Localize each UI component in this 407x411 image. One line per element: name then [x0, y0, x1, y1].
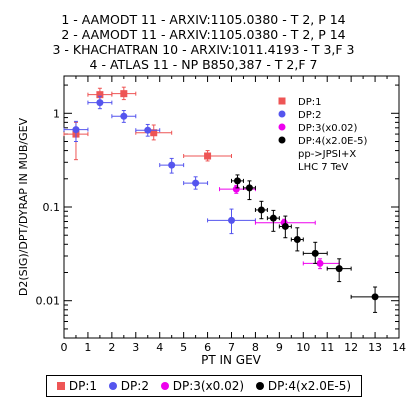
inner-legend-note: LHC 7 TeV [298, 162, 348, 173]
x-tick-label: 13 [368, 341, 382, 354]
data-point [281, 222, 289, 230]
legend-label: DP:2 [120, 379, 149, 393]
data-point [168, 161, 176, 169]
x-tick-label: 6 [204, 341, 211, 354]
data-point [311, 249, 319, 257]
x-tick-label: 4 [156, 341, 163, 354]
x-tick-label: 9 [276, 341, 283, 354]
header-line-1: 1 - AAMODT 11 - ARXIV:1105.0380 - T 2, P… [61, 12, 346, 27]
x-tick-label: 0 [61, 341, 68, 354]
legend-label: DP:1 [68, 379, 98, 393]
y-axis-label: D2(SIG)/DPT/DYRAP IN MUB/GEV [17, 117, 30, 296]
axis-ticks: 0 1 2 3 4 5 6 7 8 9 10 11 12 13 140.010.11 [36, 76, 406, 354]
data-point [72, 126, 80, 134]
plot-area [63, 75, 400, 339]
square-marker-icon [56, 382, 65, 390]
x-tick-label: 10 [296, 341, 310, 354]
circle-marker-icon [108, 382, 117, 390]
header-line-3: 3 - KHACHATRAN 10 - ARXIV:1011.4193 - T … [52, 42, 355, 57]
header-line-4: 4 - ATLAS 11 - NP B850,387 - T 2,F 7 [89, 57, 318, 72]
data-point [192, 179, 200, 187]
x-axis-label: PT IN GEV [201, 353, 262, 367]
data-point [245, 184, 253, 192]
series-dp2 [63, 95, 256, 235]
x-tick-label: 2 [108, 341, 115, 354]
inner-legend-label: DP:3(x0.02) [298, 123, 358, 134]
inner-legend-label: DP:1 [298, 97, 321, 108]
data-point [120, 112, 128, 120]
data-marks [63, 86, 400, 313]
data-point [233, 177, 241, 185]
inner-legend-label: DP:2 [298, 110, 321, 121]
inner-legend-marker [278, 97, 286, 105]
legend-item-dp1: DP:1 [56, 379, 98, 393]
legend-item-dp2: DP:2 [108, 379, 149, 393]
x-tick-label: 7 [228, 341, 235, 354]
series-dp4 [231, 174, 400, 313]
data-point [232, 185, 240, 193]
y-tick-label: 0.1 [43, 201, 61, 214]
data-point [96, 99, 104, 107]
x-tick-label: 3 [132, 341, 139, 354]
data-point [120, 90, 128, 98]
inner-legend-label: DP:4(x2.0E-5) [298, 136, 367, 147]
inner-legend-marker [278, 123, 286, 131]
data-point [257, 206, 265, 214]
x-tick-label: 1 [84, 341, 91, 354]
x-tick-label: 8 [252, 341, 259, 354]
bottom-legend: DP:1 DP:2 DP:3(x0.02) DP:4(x2.0E-5) [46, 375, 362, 397]
y-tick-label: 0.01 [36, 295, 61, 308]
inner-legend-marker [278, 136, 286, 144]
data-point [293, 235, 301, 243]
data-point [96, 91, 104, 99]
x-tick-label: 14 [392, 341, 406, 354]
x-tick-label: 11 [320, 341, 334, 354]
legend-item-dp3: DP:3(x0.02) [160, 379, 245, 393]
legend-label: DP:3(x0.02) [172, 379, 245, 393]
header-line-2: 2 - AAMODT 11 - ARXIV:1105.0380 - T 2, P… [61, 27, 346, 42]
legend-label: DP:4(x2.0E-5) [267, 379, 352, 393]
x-tick-label: 12 [344, 341, 358, 354]
inner-legend-marker [278, 110, 286, 118]
x-tick-label: 5 [180, 341, 187, 354]
data-point [269, 214, 277, 222]
data-point [371, 293, 379, 301]
legend-item-dp4: DP:4(x2.0E-5) [255, 379, 352, 393]
data-point [204, 152, 212, 160]
inner-legend-note: pp->JPSI+X [298, 149, 356, 160]
data-point [228, 216, 235, 224]
y-tick-label: 1 [53, 107, 60, 120]
data-point [144, 126, 152, 134]
inner-legend: DP:1 DP:2 DP:3(x0.02) DP:4(x2.0E-5) pp->JPSI… [278, 97, 367, 173]
data-point [316, 259, 324, 267]
data-point [150, 129, 158, 137]
circle-marker-icon [255, 382, 264, 390]
data-point [335, 265, 343, 273]
circle-marker-icon [160, 382, 169, 390]
